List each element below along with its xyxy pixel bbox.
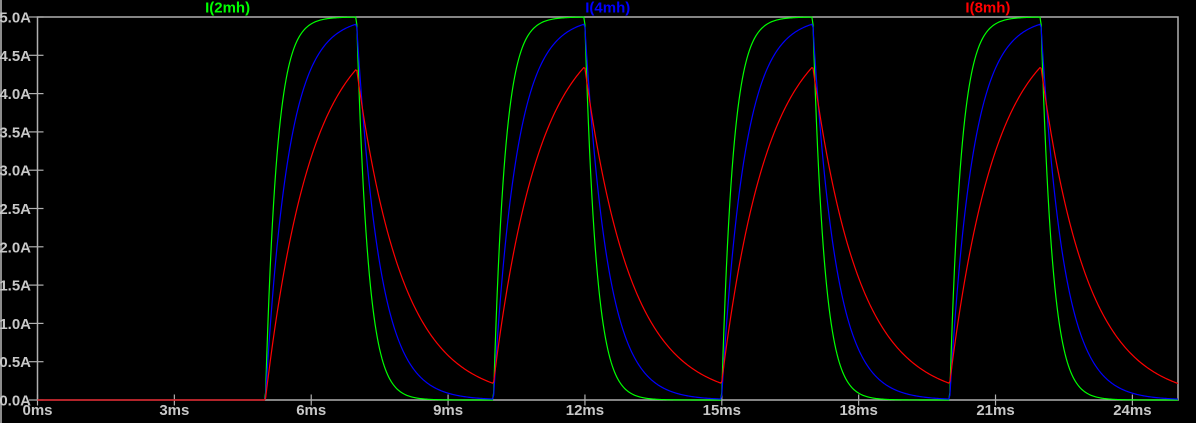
plot-border — [36, 16, 1179, 401]
y-axis-tick-label: 1.0A — [0, 316, 31, 333]
x-axis-tick-label: 12ms — [566, 402, 604, 419]
trace-i-4mh — [37, 23, 1179, 401]
y-axis-tick-label: 0.5A — [0, 354, 31, 371]
trace-i-8mh — [37, 66, 1179, 401]
legend-label-i-2mh[interactable]: I(2mh) — [205, 0, 250, 17]
legend-label-i-4mh[interactable]: I(4mh) — [585, 0, 630, 17]
x-axis-tick-label: 21ms — [976, 402, 1014, 419]
y-axis-tick-label: 0.0A — [0, 393, 31, 410]
y-axis-tick-label: 5.0A — [0, 10, 31, 27]
y-axis-tick-label: 2.5A — [0, 201, 31, 218]
x-axis-tick-label: 15ms — [703, 402, 741, 419]
y-axis-tick-label: 4.5A — [0, 48, 31, 65]
y-axis-tick-label: 3.5A — [0, 124, 31, 141]
legend-label-i-8mh[interactable]: I(8mh) — [965, 0, 1010, 17]
trace-i-2mh — [37, 16, 1178, 401]
x-axis-tick-label: 9ms — [433, 402, 463, 419]
x-axis-tick-label: 0ms — [22, 402, 52, 419]
x-axis-tick-label: 18ms — [839, 402, 877, 419]
y-axis-tick-label: 4.0A — [0, 86, 31, 103]
y-axis-tick-label: 2.0A — [0, 239, 31, 256]
x-axis-tick-label: 6ms — [296, 402, 326, 419]
y-axis-tick-label: 3.0A — [0, 163, 31, 180]
x-axis-tick-label: 3ms — [159, 402, 189, 419]
window-left-edge — [0, 0, 2, 423]
y-axis-tick-label: 1.5A — [0, 278, 31, 295]
x-axis-tick-label: 24ms — [1113, 402, 1151, 419]
